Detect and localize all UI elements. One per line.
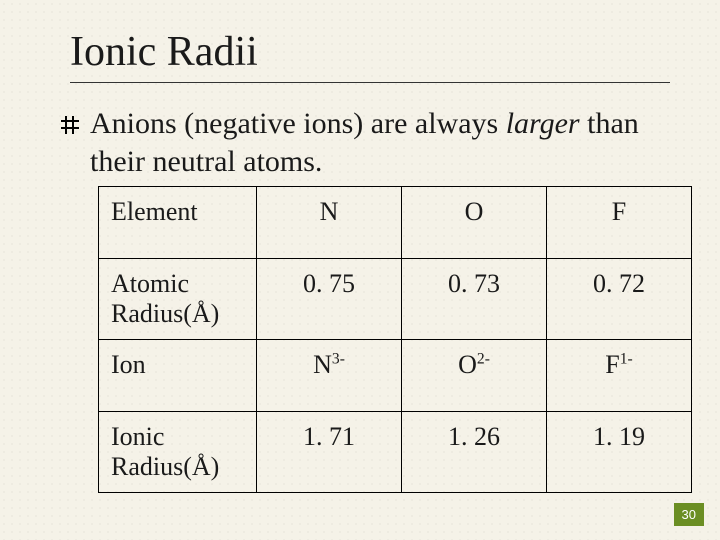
ion-base: N xyxy=(313,350,332,379)
ion-charge: 1- xyxy=(620,350,633,367)
cell: 1. 71 xyxy=(257,412,402,493)
bullet-item: Anions (negative ions) are always larger… xyxy=(60,105,670,180)
ion-charge: 2- xyxy=(477,350,490,367)
cell: 1. 19 xyxy=(547,412,692,493)
cell: 0. 72 xyxy=(547,259,692,340)
ionic-radii-table: Element N O F Atomic Radius(Å) 0. 75 0. … xyxy=(98,186,692,493)
row-label: Atomic Radius(Å) xyxy=(99,259,257,340)
cell: 1. 26 xyxy=(402,412,547,493)
row-label: Element xyxy=(99,187,257,259)
cell: N3- xyxy=(257,340,402,412)
page-number-badge: 30 xyxy=(674,503,704,526)
table-row: Ion N3- O2- F1- xyxy=(99,340,692,412)
row-label: Ionic Radius(Å) xyxy=(99,412,257,493)
ion-charge: 3- xyxy=(332,350,345,367)
cell: 0. 75 xyxy=(257,259,402,340)
bullet-text-pre: Anions (negative ions) are always xyxy=(90,107,506,140)
table-row: Element N O F xyxy=(99,187,692,259)
bullet-text: Anions (negative ions) are always larger… xyxy=(90,105,670,180)
slide: Ionic Radii Anions (negative ions) are a… xyxy=(0,0,720,540)
table-row: Atomic Radius(Å) 0. 75 0. 73 0. 72 xyxy=(99,259,692,340)
cell: N xyxy=(257,187,402,259)
title-underline xyxy=(70,82,670,83)
cell: F xyxy=(547,187,692,259)
cell: F1- xyxy=(547,340,692,412)
hash-icon xyxy=(60,115,80,135)
cell: O xyxy=(402,187,547,259)
slide-title: Ionic Radii xyxy=(70,28,670,76)
cell: 0. 73 xyxy=(402,259,547,340)
ion-base: F xyxy=(605,350,619,379)
bullet-text-em: larger xyxy=(506,107,580,140)
ion-base: O xyxy=(458,350,477,379)
table-row: Ionic Radius(Å) 1. 71 1. 26 1. 19 xyxy=(99,412,692,493)
row-label: Ion xyxy=(99,340,257,412)
cell: O2- xyxy=(402,340,547,412)
